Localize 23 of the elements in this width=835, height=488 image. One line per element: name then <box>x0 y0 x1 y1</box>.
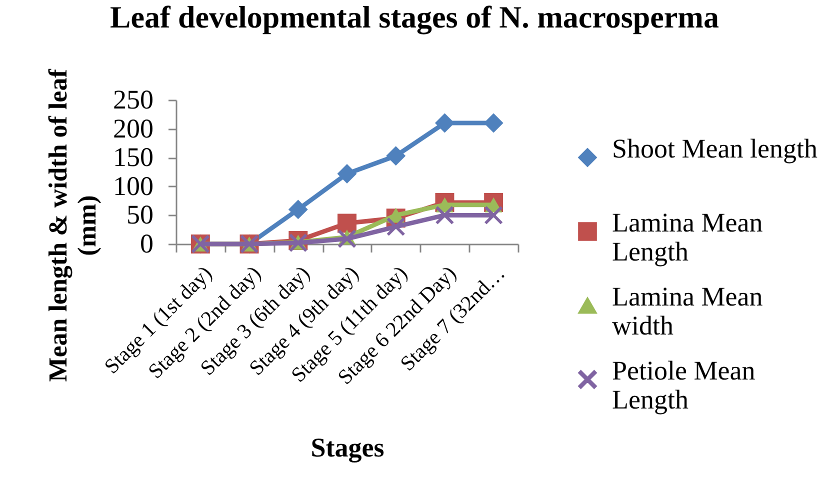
y-tick-label: 200 <box>113 113 154 144</box>
point <box>386 146 406 166</box>
point <box>484 113 504 133</box>
legend-label: Lamina Mean Length <box>612 208 764 266</box>
point <box>338 230 356 248</box>
point <box>288 200 308 220</box>
y-tick-label: 150 <box>113 142 154 172</box>
point <box>338 214 356 233</box>
point <box>436 206 454 224</box>
legend-label: Shoot Mean length <box>612 134 818 164</box>
y-tick-label: 50 <box>126 200 154 230</box>
point <box>484 206 503 224</box>
legend-label: Lamina Mean width <box>612 282 764 340</box>
chart-title: Leaf developmental stages of N. macrosperma <box>110 0 720 35</box>
y-tick-label: 0 <box>140 228 154 258</box>
point <box>434 113 454 133</box>
point <box>386 218 405 236</box>
y-tick-label: 250 <box>113 84 154 114</box>
legend-label: Petiole Mean Length <box>612 356 756 414</box>
y-tick-label: 100 <box>113 170 154 201</box>
point <box>337 164 357 184</box>
x-axis-title: Stages <box>310 432 384 462</box>
y-axis-title: Mean length & width of leaf (mm) <box>44 68 102 382</box>
